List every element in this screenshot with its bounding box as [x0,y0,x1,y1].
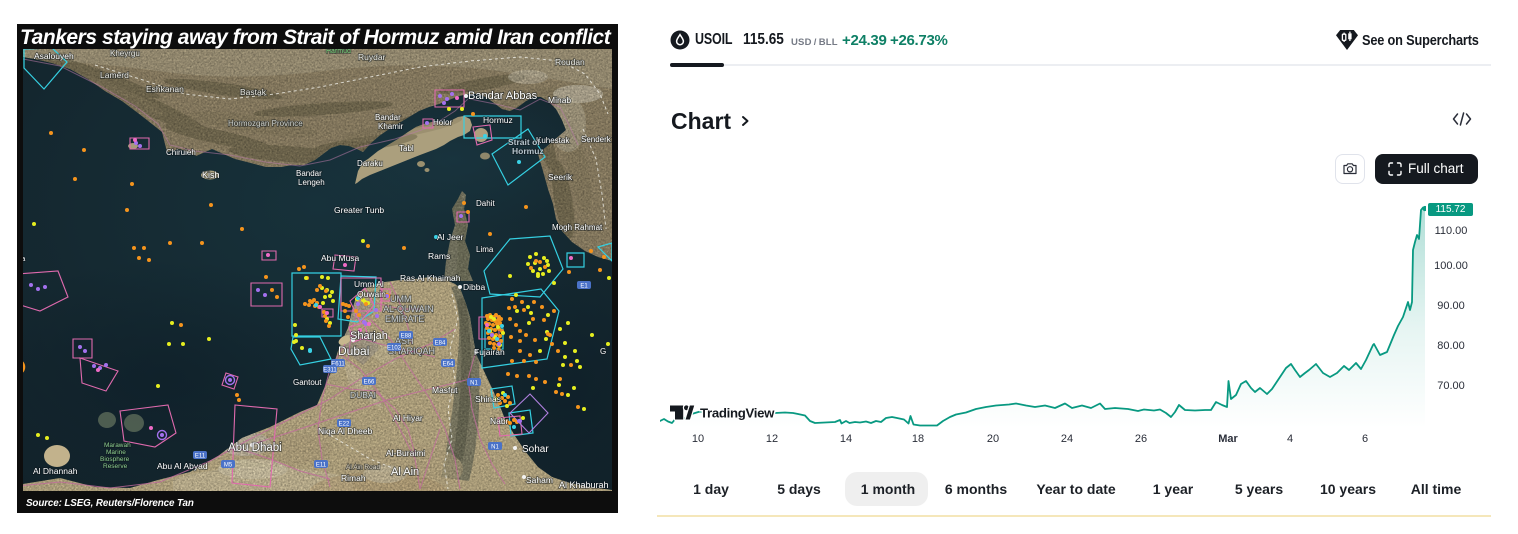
svg-text:Hormuz: Hormuz [512,146,544,156]
svg-text:Dubai: Dubai [338,344,369,358]
svg-text:M5: M5 [224,463,233,469]
svg-text:Quwain: Quwain [357,289,386,299]
svg-text:Umm Al: Umm Al [354,279,384,289]
svg-text:Greater Tunb: Greater Tunb [334,205,384,215]
svg-text:SHARIQAH: SHARIQAH [388,346,435,356]
svg-text:Al Hiyar: Al Hiyar [393,413,423,423]
svg-text:Al Ain: Al Ain [391,466,419,478]
svg-text:Marawah: Marawah [104,442,131,449]
svg-text:Niqa Al Dheeb: Niqa Al Dheeb [318,426,373,436]
svg-text:Reserve: Reserve [103,463,128,470]
svg-text:Rimah: Rimah [341,473,366,483]
svg-text:Abu Al Abyad: Abu Al Abyad [157,461,208,471]
svg-text:Biosphere: Biosphere [100,456,130,463]
svg-text:Tabl: Tabl [399,144,414,153]
svg-text:Sharjah: Sharjah [350,330,388,342]
svg-text:E88: E88 [401,334,412,340]
svg-text:Masfut: Masfut [432,385,458,395]
svg-text:E11: E11 [195,454,206,460]
svg-text:Bandar Abbas: Bandar Abbas [468,90,538,102]
svg-text:Asalouyeh: Asalouyeh [34,51,74,61]
svg-text:Nabr: Nabr [490,416,509,426]
svg-text:Seerik: Seerik [548,172,573,182]
svg-text:E84: E84 [435,341,446,347]
svg-text:Kuhestak: Kuhestak [536,136,570,145]
svg-text:Eshkanan: Eshkanan [146,84,184,94]
svg-text:E102: E102 [387,346,402,352]
svg-text:Senderk: Senderk [581,135,612,144]
svg-text:Marine: Marine [106,449,126,456]
svg-text:Hormuz: Hormuz [483,115,513,125]
svg-text:Mogh Rahmat: Mogh Rahmat [552,223,603,232]
svg-text:Strait of: Strait of [508,137,540,147]
svg-text:G: G [600,347,606,356]
svg-text:Kheyrgu: Kheyrgu [110,49,140,58]
svg-text:Harmud: Harmud [326,49,351,55]
svg-text:Bandar: Bandar [375,113,401,122]
svg-text:Bandar: Bandar [296,169,322,178]
svg-text:Al Ain Road: Al Ain Road [346,464,380,471]
svg-text:Shinas: Shinas [475,394,501,404]
svg-text:Bastak: Bastak [240,87,267,97]
svg-text:E66: E66 [364,380,375,386]
svg-text:ASH: ASH [395,336,414,346]
svg-text:Al Dhannah: Al Dhannah [33,466,78,476]
svg-text:Rams: Rams [428,251,450,261]
svg-text:Ras Al Khaimah: Ras Al Khaimah [400,273,461,283]
svg-text:Al-Buraimi: Al-Buraimi [386,448,425,458]
svg-text:Sohar: Sohar [522,444,549,455]
svg-text:Khamir: Khamir [378,122,404,131]
svg-text:UMM: UMM [390,294,412,304]
svg-text:Dibba: Dibba [463,282,485,292]
svg-text:E1: E1 [580,284,588,290]
svg-text:Kish: Kish [202,170,220,180]
svg-text:E11: E11 [316,463,327,469]
svg-text:Minab: Minab [548,95,571,105]
svg-text:Lengeh: Lengeh [298,178,325,187]
svg-text:E311: E311 [323,368,337,374]
svg-text:Dahit: Dahit [476,199,495,208]
svg-text:Hormozgan Province: Hormozgan Province [228,119,303,128]
svg-text:TradingView: TradingView [700,406,775,421]
svg-text:Lamerd: Lamerd [100,70,129,80]
svg-text:EMIRATE: EMIRATE [385,314,424,324]
svg-text:Abu Musa: Abu Musa [321,253,360,263]
svg-text:na: na [23,254,26,263]
svg-text:Chiruieh: Chiruieh [166,148,196,157]
svg-text:N1: N1 [491,445,499,451]
svg-text:Roudan: Roudan [555,57,585,67]
svg-text:Al Khaburah: Al Khaburah [559,480,609,490]
svg-text:DUBAI: DUBAI [350,390,376,400]
svg-text:Lima: Lima [476,245,494,254]
svg-text:Daraku: Daraku [357,159,383,168]
svg-text:Saham: Saham [526,475,553,485]
svg-text:Fujairah: Fujairah [474,347,505,357]
svg-text:N1: N1 [470,381,478,387]
svg-text:Al Jeer: Al Jeer [437,232,464,242]
svg-text:Ruydar: Ruydar [358,52,386,62]
svg-text:Holor: Holor [433,118,452,127]
svg-text:E22: E22 [339,422,350,428]
svg-text:Abu Dhabi: Abu Dhabi [228,442,282,454]
svg-text:E611: E611 [331,362,345,368]
svg-text:AL-QUWAIN: AL-QUWAIN [383,304,434,314]
svg-text:E64: E64 [443,362,454,368]
svg-text:Gantout: Gantout [293,378,322,387]
